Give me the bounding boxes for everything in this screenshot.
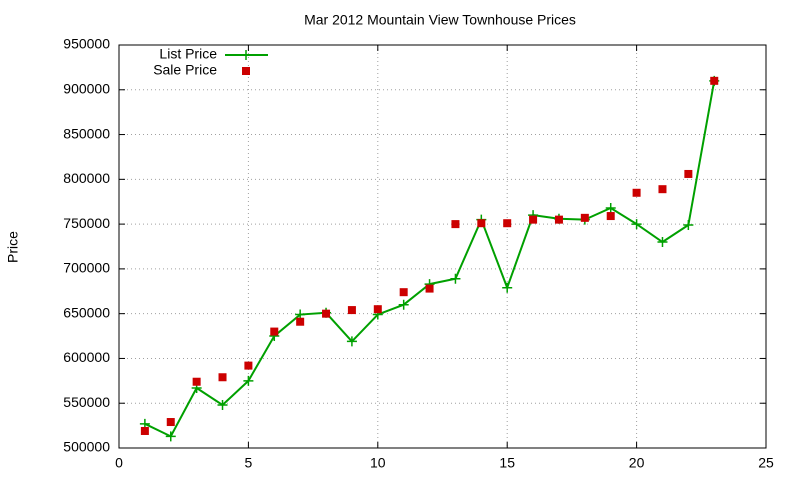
x-tick-label: 25 [758,455,774,471]
y-tick-label: 800000 [63,170,110,186]
data-point [217,400,228,411]
data-point [529,215,538,224]
y-tick-label: 550000 [63,394,110,410]
data-point [192,377,201,386]
data-point [658,185,667,194]
data-point [243,375,254,386]
y-tick-label: 750000 [63,215,110,231]
data-point [218,373,227,382]
data-point [322,309,331,318]
data-point [398,299,409,310]
x-tick-label: 15 [499,455,515,471]
y-axis-label: Price [5,231,21,263]
data-point [631,219,642,230]
data-point [477,219,486,228]
y-tick-label: 700000 [63,260,110,276]
data-point [296,317,305,326]
y-tick-label: 650000 [63,304,110,320]
data-point [425,284,434,293]
legend-marker [242,67,250,75]
x-tick-label: 10 [370,455,386,471]
data-point [683,220,694,231]
y-tick-label: 900000 [63,80,110,96]
x-tick-label: 0 [115,455,123,471]
series-line [144,80,716,438]
y-tick-label: 950000 [63,36,110,52]
chart-title: Mar 2012 Mountain View Townhouse Prices [304,12,576,28]
data-point [632,188,641,197]
data-point [710,76,719,85]
data-point [503,219,512,228]
data-point [165,431,176,442]
data-point [606,212,615,221]
data-point [270,327,279,336]
legend-label: List Price [159,46,217,62]
y-tick-label: 600000 [63,349,110,365]
data-point [451,220,460,229]
data-point [684,169,693,178]
data-point [605,202,616,213]
data-point [554,215,563,224]
legend-marker [241,50,251,60]
data-point [166,418,175,427]
legend-label: Sale Price [153,62,217,78]
data-point [140,426,149,435]
x-tick-label: 20 [629,455,645,471]
y-tick-label: 500000 [63,439,110,455]
data-point [347,306,356,315]
data-point [346,336,357,347]
data-point [657,237,668,248]
data-point [373,305,382,314]
data-point [399,288,408,297]
data-point [244,361,253,370]
y-tick-label: 850000 [63,125,110,141]
x-tick-label: 5 [245,455,253,471]
data-point [502,282,513,293]
data-point [580,213,589,222]
data-point [450,273,461,284]
plot-frame [118,44,767,449]
